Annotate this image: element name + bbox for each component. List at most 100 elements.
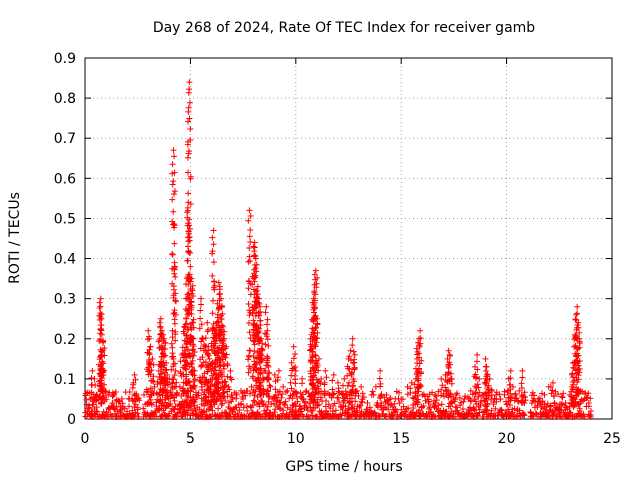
data-point-spike [264,336,271,343]
data-point-spike [414,392,421,399]
data-point [172,367,179,374]
data-point [398,395,405,402]
data-point-spike [90,401,97,408]
data-point [488,387,495,394]
data-point-spike [148,400,155,407]
data-point [547,383,554,390]
data-point-spike [473,374,480,381]
data-point-spike [572,396,579,403]
data-point-baseline [176,405,183,412]
data-point [189,287,196,294]
data-point [188,275,195,282]
data-point [368,391,375,398]
data-point [250,243,257,250]
data-point [419,391,426,398]
data-point [252,255,259,262]
data-point-spike [190,343,197,350]
data-point-spike [414,348,421,355]
data-point-spike [186,99,193,106]
data-point-baseline [187,412,194,419]
data-point [187,263,194,270]
data-point-baseline [164,413,171,420]
data-point-spike [442,384,449,391]
data-point-spike [411,381,418,388]
data-point-spike [310,374,317,381]
data-point-spike [132,376,139,383]
data-point [219,303,226,310]
data-point-spike [262,341,269,348]
data-point-spike [346,379,353,386]
data-point-baseline [302,389,309,396]
data-point-spike [262,309,269,316]
data-point-spike [228,376,235,383]
data-point [364,399,371,406]
data-point-baseline [85,402,92,409]
data-point [205,343,212,350]
data-point [258,335,265,342]
data-point-spike [255,310,262,317]
data-point [170,147,177,154]
data-point-spike [266,393,273,400]
data-point-spike [169,161,176,168]
data-point-spike [91,397,98,404]
data-point [157,315,164,322]
data-point [341,375,348,382]
data-point-spike [414,398,421,405]
data-point [96,299,103,306]
data-point-baseline [342,388,349,395]
data-point-baseline [433,397,440,404]
data-point-spike [215,376,222,383]
data-point-spike [251,252,258,259]
data-point [573,311,580,318]
data-point-spike [576,344,583,351]
data-point [97,295,104,302]
data-point [483,363,490,370]
data-point [164,371,171,378]
data-point [461,395,468,402]
data-point-spike [186,115,193,122]
data-point-baseline [405,405,412,412]
data-point-spike [246,312,253,319]
data-point-spike [254,330,261,337]
data-point-spike [88,394,95,401]
data-point [486,375,493,382]
data-point-spike [256,385,263,392]
data-point-spike [323,374,330,381]
data-point-baseline [389,412,396,419]
data-point-spike [101,345,108,352]
data-point-spike [162,352,169,359]
data-point-spike [415,365,422,372]
data-point [577,387,584,394]
data-point-spike [218,315,225,322]
data-point [210,227,217,234]
data-point-spike [154,381,161,388]
data-point-spike [173,392,180,399]
data-point-spike [211,286,218,293]
data-point-spike [245,319,252,326]
data-point [131,371,138,378]
data-point-spike [169,344,176,351]
data-point [453,391,460,398]
data-point-spike [226,386,233,393]
data-point [159,331,166,338]
data-point-spike [187,278,194,285]
data-point-spike [183,359,190,366]
data-point-spike [165,381,172,388]
data-point-spike [264,316,271,323]
data-point-spike [377,383,384,390]
data-point-spike [172,188,179,195]
data-point-spike [249,402,256,409]
data-point-spike [507,375,514,382]
data-point-baseline [432,413,439,420]
data-point [256,303,263,310]
data-point-spike [245,285,252,292]
data-point-spike [417,340,424,347]
data-point-spike [183,341,190,348]
data-point-spike [350,348,357,355]
data-point-spike [312,312,319,319]
data-point-spike [313,284,320,291]
data-point [528,399,535,406]
data-point-spike [438,392,445,399]
data-point-spike [549,387,556,394]
data-point-spike [488,386,495,393]
